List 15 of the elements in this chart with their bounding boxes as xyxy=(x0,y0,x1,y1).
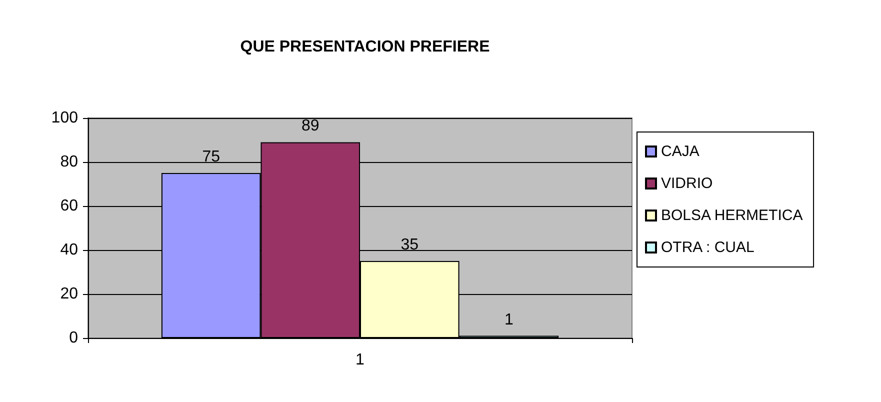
data-label: 1 xyxy=(504,311,514,328)
y-tick-label: 0 xyxy=(69,330,78,346)
data-label: 35 xyxy=(400,236,419,254)
data-label: 89 xyxy=(301,118,320,135)
legend-label: OTRA : CUAL xyxy=(661,239,754,256)
legend-label: CAJA xyxy=(661,143,700,160)
chart-title: QUE PRESENTACION PREFIERE xyxy=(240,38,490,56)
y-tick-label: 100 xyxy=(51,110,78,126)
y-tick-label: 20 xyxy=(60,286,78,302)
legend-label: VIDRIO xyxy=(661,175,713,192)
y-tick-label: 60 xyxy=(60,198,78,214)
y-tick-label: 80 xyxy=(60,154,78,170)
data-label: 75 xyxy=(202,148,220,166)
y-tick-label: 40 xyxy=(60,242,78,258)
legend-label: BOLSA HERMETICA xyxy=(661,207,803,224)
